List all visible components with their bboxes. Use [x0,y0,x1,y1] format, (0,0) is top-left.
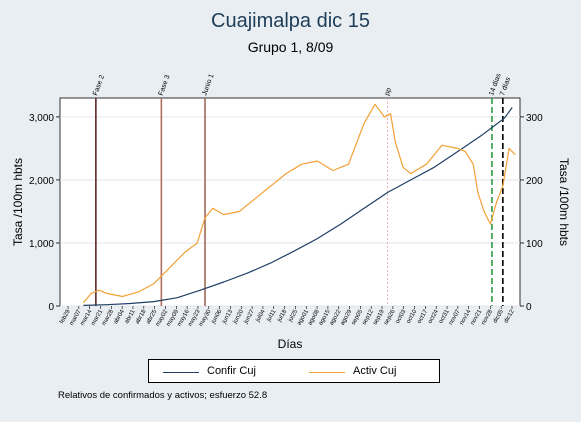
x-tick-label: jul18 [276,308,288,323]
x-tick-label: may30 [198,308,213,327]
event-label: Junio 1 [201,73,215,97]
y-tick-label-left: 0 [48,302,54,313]
legend: Confir Cuj Activ Cuj [148,359,440,383]
plot-area [59,97,521,307]
event-label: Fase 3 [158,74,172,97]
series-line-confirmed [83,107,513,306]
legend-label-confirmed: Confir Cuj [207,365,256,377]
y-tick-label-right: 0 [526,302,532,313]
legend-label-active: Activ Cuj [353,365,397,377]
chart-title: Cuajimalpa dic 15 [211,10,370,32]
x-axis-title: Días [278,337,303,351]
legend-swatch-active [309,372,345,373]
chart-subtitle: Grupo 1, 8/09 [247,39,334,55]
x-tick-label: jun13 [221,308,234,325]
y-tick-label-left: 3,000 [29,113,54,124]
x-tick-label: sep26 [383,308,397,326]
x-tick-label: jun27 [243,308,256,325]
chart-note: Relativos de confirmados y activos; esfu… [58,390,268,401]
y-axis-title-right: Tasa /100m hbts [557,158,571,246]
x-tick-label: mar28 [101,308,115,326]
y-tick-label-left: 1,000 [29,239,54,250]
x-tick-label: jul11 [266,308,278,323]
event-label: pp [384,87,393,97]
event-label: Fase 2 [92,74,106,97]
legend-swatch-confirmed [163,372,199,373]
y-tick-label-right: 200 [526,176,543,187]
y-axis-title-left: Tasa /100m hbts [11,158,25,246]
y-tick-label-left: 2,000 [29,176,54,187]
x-tick-label: dic12 [503,308,516,324]
x-tick-label: nov28 [481,308,495,326]
x-tick-label: jun20 [232,308,245,325]
x-tick-label: jun06 [210,308,223,325]
y-tick-label-right: 300 [526,113,543,124]
x-tick-label: jul04 [255,308,267,323]
y-tick-label-right: 100 [526,239,543,250]
series-line-active [82,103,516,304]
